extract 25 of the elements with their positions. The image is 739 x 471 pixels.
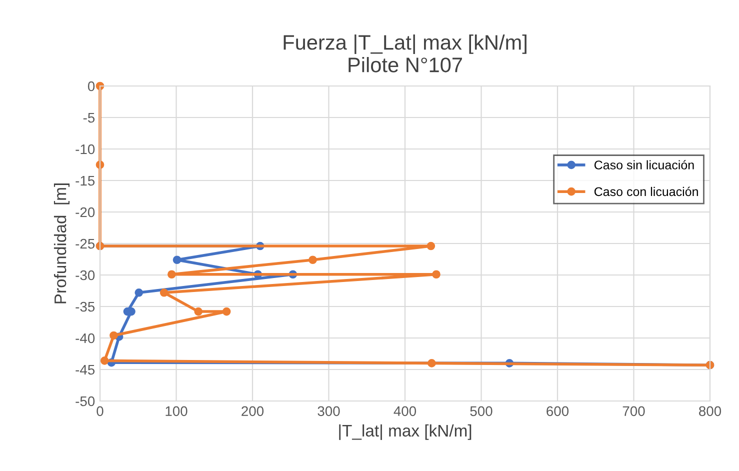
x-tick-label: 500	[470, 406, 492, 416]
y-axis-title: Profundidad [m]	[54, 184, 70, 304]
x-tick-label: 0	[96, 406, 104, 416]
y-tick-label: -5	[83, 112, 95, 123]
x-tick-label: 200	[242, 406, 264, 416]
y-tick-label: -45	[76, 364, 95, 375]
y-tick-label: -30	[76, 270, 95, 280]
y-tick-label: -50	[76, 396, 95, 406]
y-tick-label: 0	[88, 81, 95, 92]
y-tick-label: -15	[76, 176, 95, 186]
x-tick-label: 300	[318, 406, 340, 416]
y-tick-label: -40	[76, 333, 95, 344]
y-tick-label: -35	[76, 302, 95, 312]
x-axis-title: |T_lat| max [kN/m]	[339, 424, 472, 440]
x-tick-label: 600	[546, 406, 569, 416]
y-tick-label: -10	[76, 144, 95, 154]
chart-title: Fuerza |T_Lat| max [kN/m] Pilote N°107	[284, 34, 526, 72]
x-tick-label: 400	[394, 406, 416, 416]
y-tick-label: -25	[76, 238, 95, 249]
y-tick-label: -20	[76, 207, 95, 218]
x-tick-label: 800	[699, 406, 722, 416]
legend-label: Caso sin licuación	[594, 160, 694, 170]
legend-label: Caso con licuación	[594, 186, 698, 196]
x-tick-label: 700	[622, 406, 645, 416]
x-tick-label: 100	[166, 406, 188, 416]
